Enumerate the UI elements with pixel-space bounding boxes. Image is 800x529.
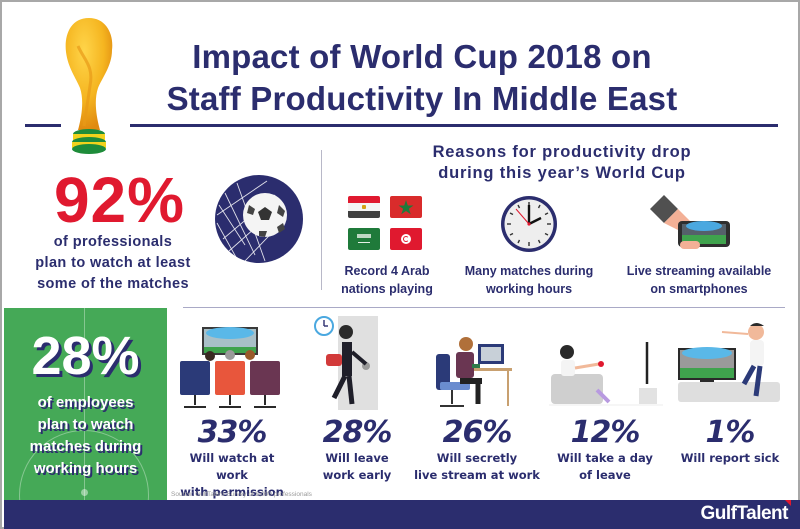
header-divider-left bbox=[25, 124, 61, 127]
footer-bar: GulfTalent bbox=[4, 500, 800, 529]
colleagues-watching-tv-icon bbox=[180, 327, 280, 408]
caption-line: plan to watch bbox=[37, 416, 134, 433]
caption-line: matches during bbox=[29, 438, 142, 455]
smartphone-stream-icon bbox=[650, 195, 730, 249]
behavior-leave-early-label: Will leave work early bbox=[302, 450, 412, 484]
reasons-title-line-1: Reasons for productivity drop bbox=[432, 143, 692, 161]
behavior-leave-early-value: 28% bbox=[322, 415, 393, 450]
tunisia-flag-icon bbox=[390, 228, 422, 250]
pitch-halfway-line bbox=[84, 308, 85, 500]
saudi-flag-icon bbox=[348, 228, 380, 250]
behavior-live-stream-value: 26% bbox=[442, 415, 513, 450]
working-hours-panel: 28% of employees plan to watch matches d… bbox=[4, 308, 167, 500]
behavior-line: Will secretly bbox=[436, 451, 518, 465]
behavior-line: work early bbox=[322, 468, 392, 482]
working-hours-stat-caption: of employees plan to watch matches durin… bbox=[4, 392, 167, 480]
behavior-report-sick-value: 1% bbox=[705, 415, 756, 450]
behavior-live-stream-label: Will secretly live stream at work bbox=[414, 450, 540, 484]
reason-live-streaming: Live streaming available on smartphones bbox=[614, 262, 784, 298]
title-line-1: Impact of World Cup 2018 on bbox=[192, 38, 652, 75]
caption-line: some of the matches bbox=[37, 276, 189, 292]
sofa-watching-icon bbox=[549, 342, 663, 406]
behavior-report-sick-label: Will report sick bbox=[665, 450, 795, 467]
fake-sick-call-icon bbox=[678, 323, 780, 402]
caption-line: working hours bbox=[33, 460, 138, 477]
egypt-flag-icon bbox=[348, 196, 380, 218]
source-note: Source: GulfTalent Survey of 8,000 profe… bbox=[171, 491, 312, 498]
reason-working-hours: Many matches during working hours bbox=[452, 262, 606, 298]
desk-streaming-icon bbox=[436, 337, 512, 407]
behavior-watch-at-work-value: 33% bbox=[197, 415, 268, 450]
header-divider-right bbox=[130, 124, 778, 127]
gulftalent-logo: GulfTalent bbox=[700, 503, 788, 524]
clock-icon bbox=[501, 196, 557, 252]
pitch-center-spot bbox=[81, 489, 88, 496]
behavior-watch-at-work-label: Will watch at work with permission bbox=[172, 450, 292, 501]
reasons-title-line-2: during this year’s World Cup bbox=[438, 164, 686, 182]
behavior-day-leave-label: Will take a day of leave bbox=[545, 450, 665, 484]
reason-line: Many matches during bbox=[464, 264, 594, 278]
headline-stat-caption: of professionals plan to watch at least … bbox=[22, 232, 204, 295]
arab-flags-icon bbox=[348, 196, 424, 252]
caption-line: of professionals bbox=[53, 234, 173, 250]
world-cup-trophy-icon bbox=[65, 18, 113, 154]
working-hours-stat-value: 28% bbox=[31, 326, 140, 386]
headline-stat-value: 92% bbox=[53, 164, 186, 236]
reason-line: working hours bbox=[485, 282, 573, 296]
behavior-line: with permission bbox=[180, 485, 284, 499]
behavior-line: live stream at work bbox=[414, 468, 540, 482]
morocco-flag-icon bbox=[390, 196, 422, 218]
caption-line: plan to watch at least bbox=[35, 255, 191, 271]
behavior-line: Will leave bbox=[325, 451, 389, 465]
reason-line: nations playing bbox=[341, 282, 433, 296]
logo-accent-icon bbox=[785, 500, 791, 506]
reason-line: Record 4 Arab bbox=[344, 264, 430, 278]
caption-line: of employees bbox=[37, 394, 134, 411]
leaving-office-icon bbox=[314, 316, 378, 410]
reasons-title: Reasons for productivity drop during thi… bbox=[342, 142, 782, 184]
behavior-day-leave-value: 12% bbox=[570, 415, 641, 450]
behaviors-divider bbox=[183, 307, 785, 308]
reason-line: on smartphones bbox=[650, 282, 748, 296]
reason-line: Live streaming available bbox=[626, 264, 772, 278]
behavior-line: Will take a day bbox=[557, 451, 653, 465]
behavior-line: Will report sick bbox=[680, 451, 780, 465]
reason-arab-nations: Record 4 Arab nations playing bbox=[332, 262, 442, 298]
section-divider bbox=[321, 150, 322, 290]
behavior-line: Will watch at work bbox=[189, 451, 275, 482]
behavior-line: of leave bbox=[579, 468, 631, 482]
page-title: Impact of World Cup 2018 on Staff Produc… bbox=[122, 36, 722, 120]
soccer-ball-net-icon bbox=[215, 175, 303, 263]
title-line-2: Staff Productivity In Middle East bbox=[166, 80, 678, 117]
